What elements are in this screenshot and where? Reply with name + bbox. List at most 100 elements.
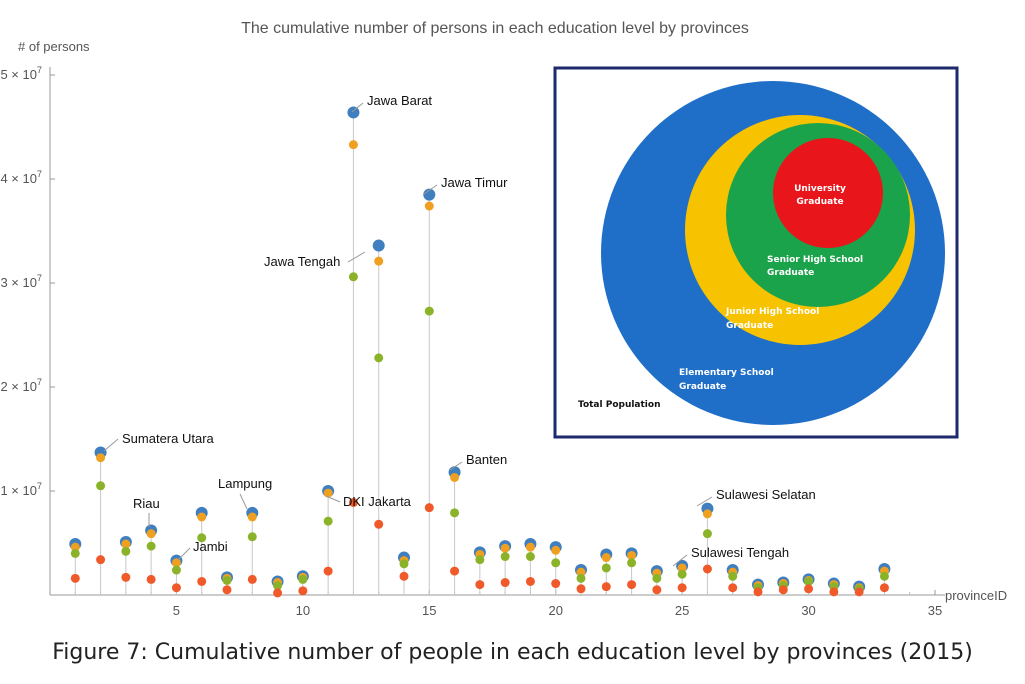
data-point: [424, 503, 434, 513]
data-point: [374, 519, 384, 529]
label-junior-2: Graduate: [726, 321, 773, 331]
data-point: [829, 587, 839, 597]
data-point: [197, 576, 207, 586]
data-point: [525, 552, 535, 562]
label-senior-2: Graduate: [767, 268, 814, 278]
data-point: [728, 583, 738, 593]
callout-label: Sulawesi Selatan: [716, 487, 816, 502]
y-tick-label: 4 × 107: [0, 169, 42, 186]
data-point: [576, 573, 586, 583]
data-point: [450, 508, 460, 518]
data-point: [348, 140, 358, 150]
label-junior-1: Junior High School: [725, 307, 819, 317]
data-point: [450, 472, 460, 482]
x-tick-label: 5: [173, 603, 180, 618]
data-point: [677, 583, 687, 593]
data-point: [500, 543, 510, 553]
data-point: [601, 563, 611, 573]
data-point: [273, 581, 283, 591]
data-point: [551, 579, 561, 589]
chart-title: The cumulative number of persons in each…: [241, 20, 749, 37]
label-senior-1: Senior High School: [767, 255, 863, 265]
callout-label: Riau: [133, 496, 160, 511]
data-point: [247, 512, 257, 522]
data-point: [298, 586, 308, 596]
data-point: [70, 573, 80, 583]
callout-leader: [325, 495, 341, 503]
data-point: [576, 567, 586, 577]
callout-leader: [351, 102, 364, 113]
data-point: [702, 509, 712, 519]
y-tick-label: 3 × 107: [0, 273, 42, 290]
callout-label: DKI Jakarta: [343, 494, 412, 509]
data-point: [372, 239, 385, 252]
data-point: [323, 516, 333, 526]
data-point: [121, 572, 131, 582]
data-point: [273, 588, 283, 598]
data-point: [96, 453, 106, 463]
data-point: [677, 563, 687, 573]
data-point: [500, 552, 510, 562]
label-total-population: Total Population: [578, 400, 661, 410]
data-point: [854, 587, 864, 597]
data-point: [778, 585, 788, 595]
data-point: [323, 488, 333, 498]
data-point: [525, 542, 535, 552]
callout-label: Jawa Barat: [367, 93, 432, 108]
callout-leader: [177, 547, 191, 561]
x-tick-label: 10: [296, 603, 310, 618]
data-point: [247, 532, 257, 542]
callout-leader: [347, 251, 366, 263]
y-tick-label: 2 × 107: [0, 377, 42, 394]
data-point: [475, 580, 485, 590]
data-point: [374, 256, 384, 266]
callout-label: Banten: [466, 452, 507, 467]
data-point: [627, 558, 637, 568]
callout-label: Sumatera Utara: [122, 431, 215, 446]
data-point: [323, 566, 333, 576]
callouts: Sumatera Utara Riau Jambi Lampung DKI Jakart…: [103, 93, 816, 567]
data-point: [298, 574, 308, 584]
data-point: [348, 272, 358, 282]
data-point: [753, 587, 763, 597]
data-point: [450, 566, 460, 576]
x-axis-label: provinceID: [945, 588, 1007, 603]
data-point: [576, 584, 586, 594]
y-axis-label: # of persons: [18, 39, 90, 54]
callout-label: Lampung: [218, 476, 272, 491]
data-point: [399, 571, 409, 581]
data-point: [347, 106, 360, 119]
callout-leader: [449, 461, 463, 471]
callout-label: Jawa Timur: [441, 175, 508, 190]
label-university-1: University: [794, 184, 846, 194]
data-point: [146, 541, 156, 551]
label-university-2: Graduate: [796, 197, 843, 207]
callout-leader: [696, 496, 713, 507]
data-point: [601, 553, 611, 563]
data-point: [728, 571, 738, 581]
data-point: [96, 555, 106, 565]
data-point: [702, 529, 712, 539]
data-point: [197, 512, 207, 522]
data-point: [222, 585, 232, 595]
y-tick-label: 5 × 107: [0, 65, 42, 82]
inset-diagram: University Graduate Senior High School G…: [553, 66, 959, 439]
callout-leader: [239, 493, 248, 510]
data-point: [652, 585, 662, 595]
y-tick-label: 1 × 107: [0, 481, 42, 498]
data-point: [879, 583, 889, 593]
callout-leader: [672, 554, 688, 567]
data-point: [348, 497, 358, 507]
data-point: [247, 574, 257, 584]
data-point: [525, 576, 535, 586]
data-point: [677, 569, 687, 579]
x-tick-label: 20: [548, 603, 562, 618]
data-point: [804, 576, 814, 586]
data-point: [424, 201, 434, 211]
data-point: [804, 584, 814, 594]
data-point: [423, 188, 436, 201]
data-point: [424, 306, 434, 316]
data-points: [69, 106, 891, 598]
callout-leader: [423, 184, 438, 195]
chart-svg: The cumulative number of persons in each…: [0, 20, 1007, 618]
